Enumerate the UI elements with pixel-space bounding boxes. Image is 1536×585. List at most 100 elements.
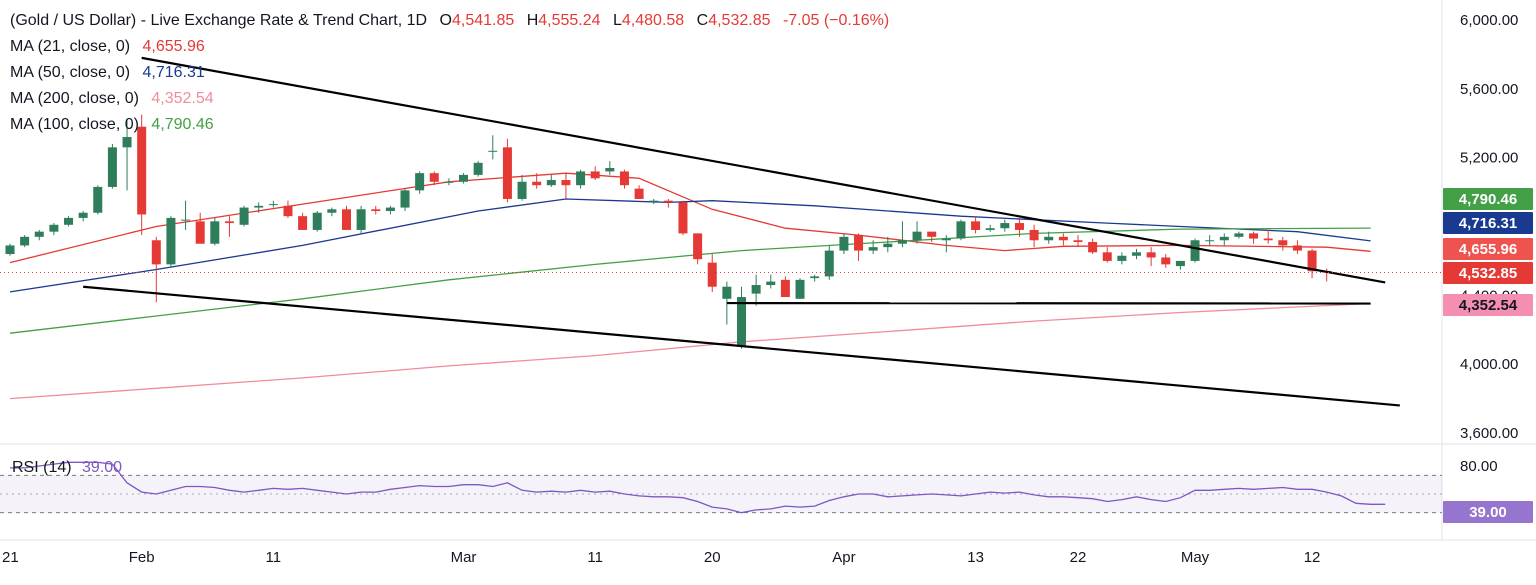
candle-body[interactable]: [429, 173, 439, 182]
candle-body[interactable]: [693, 233, 703, 260]
candle-body[interactable]: [400, 190, 410, 208]
candle-body[interactable]: [956, 221, 966, 239]
candle-body[interactable]: [166, 217, 176, 265]
candle-body[interactable]: [897, 240, 907, 244]
candle-body[interactable]: [707, 262, 717, 287]
candle-body[interactable]: [678, 202, 688, 234]
indicator-ma100[interactable]: MA (100, close, 0) 4,790.46: [10, 112, 889, 138]
indicator-ma50[interactable]: MA (50, close, 0) 4,716.31: [10, 60, 889, 86]
candle-body[interactable]: [1219, 236, 1229, 241]
candle-body[interactable]: [20, 236, 30, 246]
candle-body[interactable]: [210, 221, 220, 244]
candle-body[interactable]: [883, 243, 893, 248]
candle-body[interactable]: [502, 147, 512, 199]
candle-body[interactable]: [195, 221, 205, 244]
candle-body[interactable]: [532, 181, 542, 186]
candle-body[interactable]: [912, 231, 922, 241]
candle-body[interactable]: [415, 173, 425, 191]
candle-body[interactable]: [93, 186, 103, 213]
rsi-legend[interactable]: RSI (14) 39.00: [12, 459, 122, 477]
candle-body[interactable]: [1058, 236, 1068, 241]
candle-body[interactable]: [473, 162, 483, 175]
rsi-tag[interactable]: [1443, 501, 1533, 523]
candle-body[interactable]: [751, 285, 761, 294]
candle-body[interactable]: [868, 247, 878, 251]
candle-body[interactable]: [810, 276, 820, 279]
candle-body[interactable]: [737, 297, 746, 346]
candle-body[interactable]: [1102, 252, 1112, 261]
candle-body[interactable]: [107, 147, 117, 187]
time-axis[interactable]: 21 Feb 11 Mar 11 20 Apr 13 22 May 12: [2, 549, 1320, 566]
candle-body[interactable]: [356, 209, 366, 230]
price-tag[interactable]: [1443, 238, 1533, 260]
candle-body[interactable]: [1307, 250, 1317, 272]
indicator-ma200[interactable]: MA (200, close, 0) 4,352.54: [10, 86, 889, 112]
candle-body[interactable]: [985, 228, 995, 230]
candle-body[interactable]: [561, 180, 571, 186]
indicator-ma21[interactable]: MA (21, close, 0) 4,655.96: [10, 34, 889, 60]
candle-body[interactable]: [1044, 236, 1054, 241]
candle-body[interactable]: [239, 207, 249, 225]
candle-body[interactable]: [780, 279, 790, 298]
candle-body[interactable]: [927, 231, 937, 237]
candle-body[interactable]: [854, 235, 864, 251]
candle-body[interactable]: [1263, 238, 1273, 241]
candle-body[interactable]: [663, 200, 673, 203]
candle-body[interactable]: [590, 171, 600, 179]
candle-body[interactable]: [371, 209, 381, 212]
candle-body[interactable]: [137, 126, 147, 215]
candle-body[interactable]: [327, 209, 337, 213]
candle-body[interactable]: [1073, 240, 1083, 242]
candle-body[interactable]: [459, 174, 469, 182]
candle-body[interactable]: [546, 180, 556, 186]
candle-body[interactable]: [1146, 252, 1156, 258]
price-tag[interactable]: [1443, 262, 1533, 284]
candle-body[interactable]: [181, 219, 191, 221]
trendlines[interactable]: [83, 56, 1400, 407]
candle-body[interactable]: [385, 207, 395, 212]
candle-body[interactable]: [5, 245, 15, 255]
candle-body[interactable]: [151, 240, 161, 265]
candle-body[interactable]: [941, 238, 951, 241]
candle-body[interactable]: [649, 200, 659, 202]
candle-body[interactable]: [1278, 240, 1288, 246]
candle-body[interactable]: [634, 188, 644, 199]
candle-body[interactable]: [576, 171, 586, 186]
candle-body[interactable]: [1190, 240, 1200, 261]
candle-body[interactable]: [78, 212, 88, 218]
candle-body[interactable]: [722, 286, 732, 299]
candle-body[interactable]: [224, 221, 234, 224]
candlesticks[interactable]: [5, 114, 1332, 349]
candle-body[interactable]: [1117, 255, 1127, 261]
candle-body[interactable]: [1000, 223, 1010, 229]
candle-body[interactable]: [254, 205, 264, 208]
candle-body[interactable]: [488, 150, 498, 152]
trendline[interactable]: [141, 56, 1386, 284]
candle-body[interactable]: [795, 279, 805, 299]
price-tag[interactable]: [1443, 294, 1533, 316]
candle-body[interactable]: [1161, 257, 1171, 265]
price-tag[interactable]: [1443, 188, 1533, 210]
candle-body[interactable]: [605, 167, 615, 172]
candle-body[interactable]: [49, 224, 59, 232]
candle-body[interactable]: [341, 209, 351, 230]
candle-body[interactable]: [839, 236, 849, 251]
candle-body[interactable]: [1014, 223, 1024, 230]
candle-body[interactable]: [1029, 229, 1039, 241]
candle-body[interactable]: [122, 137, 132, 148]
candle-body[interactable]: [34, 231, 44, 237]
candle-body[interactable]: [1132, 252, 1142, 256]
candle-body[interactable]: [1175, 260, 1185, 267]
candle-body[interactable]: [312, 212, 322, 230]
candle-body[interactable]: [1088, 241, 1098, 253]
candle-body[interactable]: [517, 181, 527, 199]
price-tag[interactable]: [1443, 212, 1533, 234]
candle-body[interactable]: [1234, 233, 1244, 237]
candle-body[interactable]: [444, 181, 454, 183]
price-axis[interactable]: 6,000.00 5,600.00 5,200.00 4,000.00 3,600.00…: [1443, 12, 1533, 523]
candle-body[interactable]: [283, 205, 293, 217]
candle-body[interactable]: [766, 281, 776, 286]
trendline[interactable]: [83, 285, 1400, 407]
candle-body[interactable]: [268, 204, 278, 206]
